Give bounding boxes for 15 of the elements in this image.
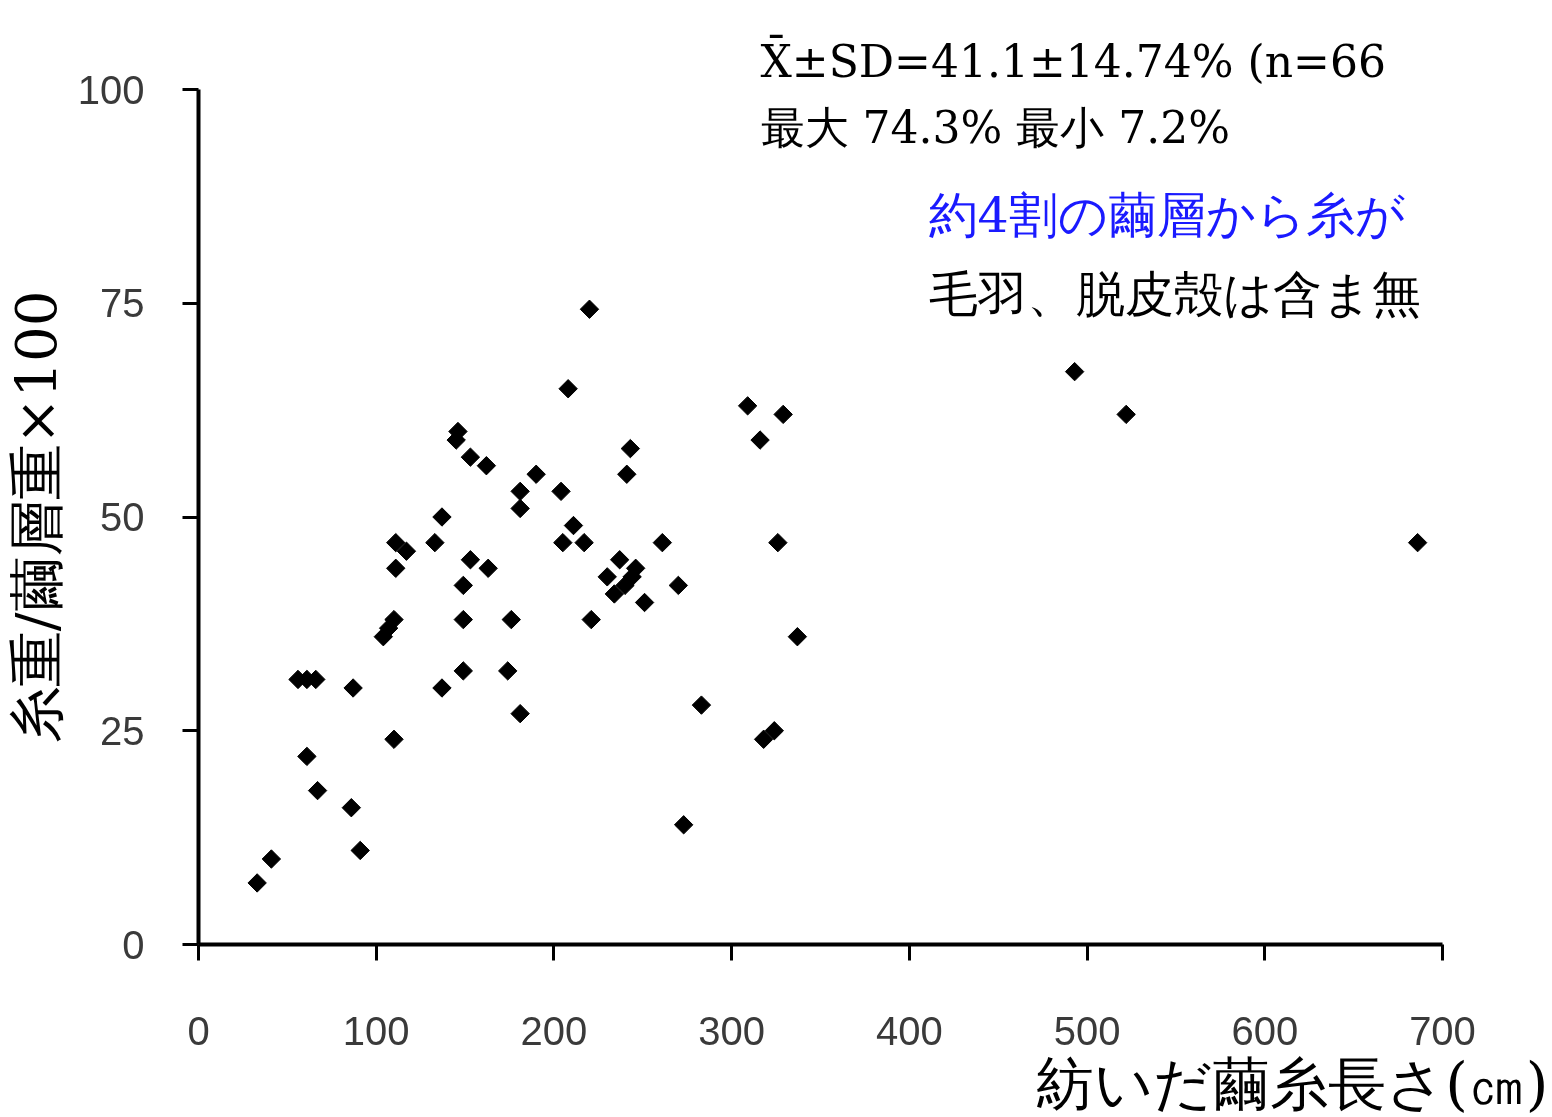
text: X̄±SD=41.1±14.74% (n=66 bbox=[760, 34, 1386, 87]
y-tick-label: 50 bbox=[100, 495, 145, 539]
annotation: 毛羽、脱皮殻は含ま無 bbox=[928, 266, 1421, 323]
x-tick-label: 400 bbox=[875, 1008, 943, 1053]
annotation: 約4割の繭層から糸が bbox=[928, 187, 1405, 244]
y-tick-label: 100 bbox=[77, 67, 145, 112]
y-tick-label: 0 bbox=[122, 922, 145, 967]
x-tick-label: 200 bbox=[520, 1008, 588, 1053]
x-tick-label: 0 bbox=[187, 1008, 210, 1053]
x-tick-label: 300 bbox=[698, 1008, 766, 1053]
y-tick-label: 75 bbox=[100, 281, 145, 326]
y-tick-label: 25 bbox=[100, 708, 145, 753]
annotation: 最大 74.3% 最小 7.2% bbox=[760, 102, 1231, 153]
x-tick-label: 100 bbox=[342, 1008, 410, 1053]
y-axis-title: 糸重/繭層重×100 bbox=[3, 290, 69, 744]
